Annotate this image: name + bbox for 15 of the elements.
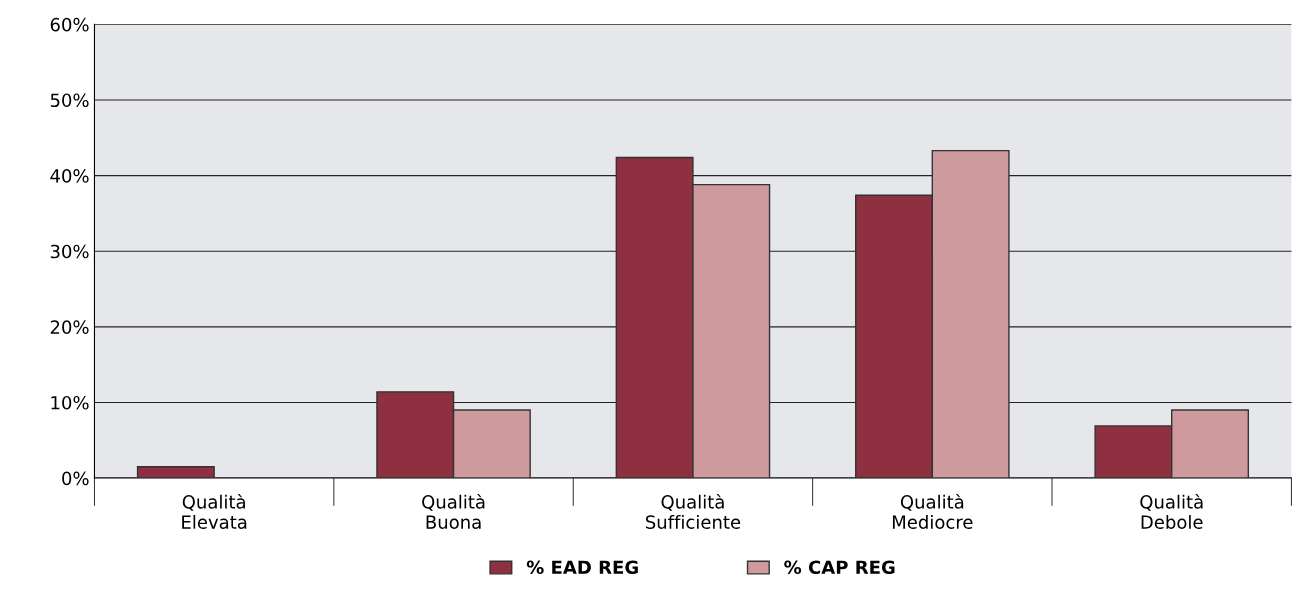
y-tick-label: 20%	[50, 320, 89, 334]
x-tick-label: Qualità Sufficiente	[645, 494, 741, 529]
bar	[136, 466, 215, 479]
legend-label: % CAP REG	[784, 560, 895, 575]
y-tick-label: 50%	[50, 93, 89, 108]
y-tick-label: 60%	[50, 17, 89, 32]
y-tick-label: 40%	[50, 169, 89, 183]
y-tick-label: 0%	[62, 471, 89, 486]
y-tick-label: 30%	[50, 244, 89, 259]
x-tick-label: Qualità Elevata	[182, 494, 247, 529]
y-tick-label: 10%	[51, 395, 89, 410]
x-tick-label: Qualità Buona	[422, 494, 485, 529]
x-tick-label: Qualità Debole	[1140, 494, 1203, 529]
legend-label: % EAD REG	[526, 560, 638, 575]
x-tick-label: Qualità Mediocre	[892, 494, 973, 529]
